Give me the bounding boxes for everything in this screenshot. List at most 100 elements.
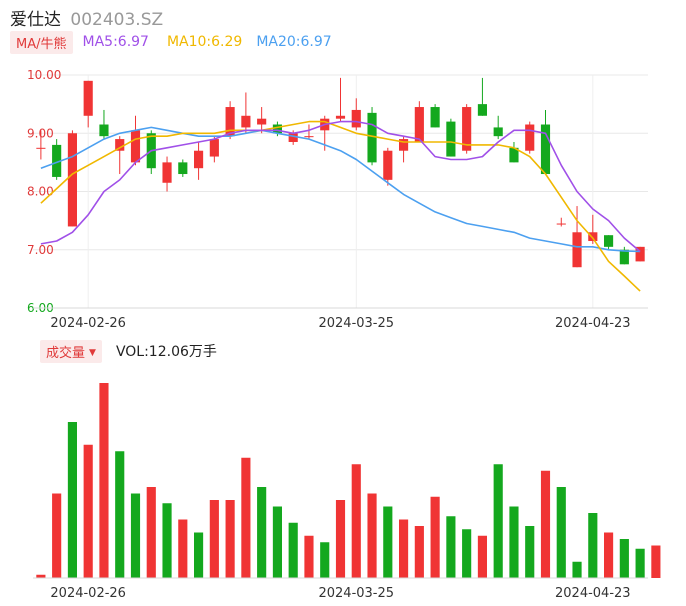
price-x-tick-label: 2024-02-26: [50, 316, 126, 331]
volume-bar: [383, 506, 393, 578]
ma-legend: MA/牛熊 MA5:6.97 MA10:6.29 MA20:6.97: [10, 30, 332, 54]
ma5-line: [40, 120, 641, 253]
volume-bar: [162, 503, 172, 578]
price-x-tick-label: 2024-04-23: [555, 316, 631, 331]
candle-body: [115, 139, 125, 151]
volume-bar: [430, 496, 440, 578]
candle-body: [399, 139, 409, 151]
candle-body: [225, 107, 235, 137]
volume-bar: [225, 500, 235, 578]
price-tick-label: 7.00: [27, 243, 54, 257]
volume-bar: [272, 506, 282, 578]
price-tick-label: 10.00: [27, 68, 61, 82]
candle-body: [209, 139, 219, 157]
candle-body: [272, 124, 282, 134]
volume-bar: [462, 529, 472, 578]
candle-body: [525, 124, 535, 151]
price-tick-label: 9.00: [27, 126, 54, 140]
candle-body: [162, 162, 172, 183]
candle-body: [194, 150, 204, 169]
volume-bar: [67, 422, 77, 578]
volume-bar: [635, 548, 645, 578]
candle-body: [430, 107, 440, 128]
ma-indicator-tag[interactable]: MA/牛熊: [10, 30, 73, 54]
volume-bar: [257, 487, 267, 578]
price-tick-label: 8.00: [27, 185, 54, 199]
candle-body: [257, 118, 267, 125]
volume-bar: [115, 451, 125, 578]
volume-value: VOL:12.06万手: [115, 344, 217, 360]
volume-bar: [651, 545, 661, 578]
volume-bar: [604, 532, 614, 578]
volume-x-tick-label: 2024-04-23: [555, 586, 631, 601]
volume-x-tick-label: 2024-02-26: [50, 586, 126, 601]
candle-body: [635, 246, 645, 262]
volume-bar: [241, 457, 251, 578]
candle-body: [446, 121, 456, 157]
volume-bar: [619, 539, 629, 578]
candle-body: [241, 115, 251, 128]
candle-body: [414, 107, 424, 142]
volume-bar: [130, 493, 141, 578]
candle-body: [383, 150, 393, 180]
volume-indicator-label: 成交量: [46, 345, 86, 361]
volume-legend: 成交量 ▼ VOL:12.06万手: [40, 339, 217, 363]
candle-body: [52, 144, 62, 177]
candle-body: [588, 232, 598, 242]
volume-bar: [572, 561, 582, 578]
volume-bar: [540, 470, 551, 578]
volume-bar: [414, 526, 424, 578]
volume-bar: [99, 383, 109, 578]
candle-body: [604, 235, 614, 247]
candle-body: [477, 104, 487, 116]
candle-body: [335, 115, 346, 119]
volume-x-tick-label: 2024-03-25: [318, 586, 394, 601]
candle-body: [619, 249, 629, 265]
candle-body: [83, 80, 93, 116]
ma20-line: [40, 126, 641, 253]
volume-bar: [335, 500, 346, 578]
stock-name: 爱仕达: [10, 10, 61, 30]
volume-bar: [493, 464, 503, 578]
volume-bar: [288, 522, 298, 578]
candle-body: [572, 232, 582, 268]
candle-body: [288, 133, 298, 142]
volume-bar: [351, 464, 361, 578]
volume-bar: [304, 535, 314, 578]
volume-indicator-tag[interactable]: 成交量 ▼: [40, 339, 102, 363]
volume-bar: [36, 574, 46, 578]
candle-body: [36, 147, 46, 149]
volume-bar: [83, 444, 93, 578]
candle-body: [178, 162, 188, 175]
candle-body: [556, 223, 566, 225]
candle-body: [99, 124, 109, 137]
candle-body: [304, 136, 314, 138]
candle-body: [67, 133, 77, 227]
candle-body: [493, 127, 503, 137]
ma5-legend: MA5:6.97: [82, 34, 149, 50]
volume-bar: [52, 493, 62, 578]
candle-body: [540, 124, 551, 175]
stock-title: 爱仕达 002403.SZ: [10, 5, 163, 30]
candle-body: [462, 107, 472, 151]
ma-indicator-label: MA/牛熊: [16, 36, 67, 52]
candle-body: [351, 109, 361, 128]
volume-bar: [367, 493, 377, 578]
candle-body: [130, 130, 141, 163]
volume-bar: [588, 513, 598, 578]
stock-code: 002403.SZ: [70, 10, 164, 30]
candle-body: [367, 112, 377, 163]
volume-bar: [209, 500, 219, 578]
ma10-line: [40, 120, 641, 292]
ma20-legend: MA20:6.97: [256, 34, 332, 50]
price-x-tick-label: 2024-03-25: [318, 316, 394, 331]
volume-bar: [446, 516, 456, 578]
volume-bar: [509, 506, 519, 578]
volume-bar: [146, 487, 156, 578]
candle-body: [509, 147, 519, 163]
volume-bar: [178, 519, 188, 578]
volume-bar: [320, 542, 330, 578]
volume-bar: [477, 535, 487, 578]
volume-bar: [556, 487, 566, 578]
